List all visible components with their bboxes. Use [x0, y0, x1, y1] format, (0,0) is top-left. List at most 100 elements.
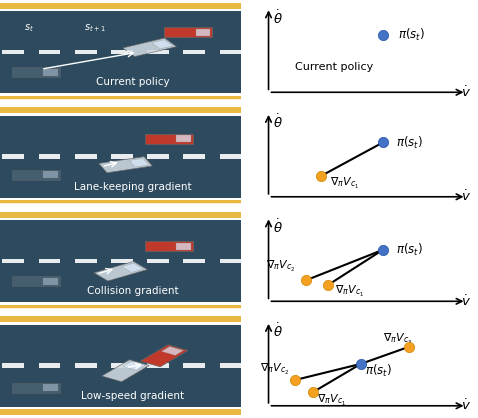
Point [317, 173, 325, 179]
Polygon shape [43, 171, 58, 178]
Polygon shape [12, 67, 60, 77]
Text: $\nabla_{\pi}V_{c_1}$: $\nabla_{\pi}V_{c_1}$ [330, 176, 359, 191]
Bar [0, 302, 241, 305]
Bar [111, 50, 133, 54]
Point [309, 389, 316, 396]
Text: $\nabla_{\pi}V_{c_2}$: $\nabla_{\pi}V_{c_2}$ [266, 260, 296, 275]
Bar [0, 107, 241, 116]
Polygon shape [122, 263, 143, 273]
Bar [39, 50, 60, 54]
Text: Collision gradient: Collision gradient [87, 286, 179, 296]
Bar [75, 50, 97, 54]
Text: $\dot{v}$: $\dot{v}$ [461, 85, 471, 99]
Point [379, 247, 387, 253]
Polygon shape [164, 28, 212, 37]
Bar [147, 50, 169, 54]
Bar [0, 212, 241, 220]
Polygon shape [99, 157, 152, 173]
Polygon shape [176, 135, 191, 142]
Polygon shape [145, 241, 193, 251]
Bar [0, 9, 241, 11]
Text: $s_{t+1}$: $s_{t+1}$ [85, 23, 106, 34]
Polygon shape [162, 347, 184, 355]
Bar [75, 363, 97, 368]
Polygon shape [196, 29, 210, 36]
Text: $\pi(s_t)$: $\pi(s_t)$ [398, 27, 425, 43]
Text: $\dot{\theta}$: $\dot{\theta}$ [273, 114, 283, 132]
Bar [184, 259, 205, 263]
Bar [0, 407, 241, 409]
Text: $\dot{v}$: $\dot{v}$ [461, 398, 471, 413]
Bar [2, 363, 24, 368]
Bar [0, 3, 241, 11]
Text: $\pi(s_t)$: $\pi(s_t)$ [396, 242, 423, 258]
Bar [0, 302, 241, 311]
Bar [184, 50, 205, 54]
Polygon shape [12, 276, 60, 286]
Text: Lane-keeping gradient: Lane-keeping gradient [74, 181, 192, 191]
Bar [147, 363, 169, 368]
Point [302, 277, 310, 284]
Polygon shape [43, 384, 58, 391]
Text: $\dot{\theta}$: $\dot{\theta}$ [273, 218, 283, 236]
Text: Current policy: Current policy [96, 77, 170, 87]
Text: Low-speed gradient: Low-speed gradient [81, 390, 185, 400]
Point [357, 360, 365, 367]
Text: Current policy: Current policy [295, 61, 374, 71]
Text: $s_t$: $s_t$ [24, 23, 34, 34]
Point [379, 139, 387, 146]
Bar [0, 198, 241, 206]
Bar [39, 259, 60, 263]
Bar [111, 154, 133, 159]
Bar [220, 50, 241, 54]
Bar [75, 259, 97, 263]
Bar [220, 259, 241, 263]
Polygon shape [43, 278, 58, 285]
Bar [0, 218, 241, 220]
Polygon shape [130, 158, 149, 167]
Text: $\pi(s_t)$: $\pi(s_t)$ [365, 362, 392, 379]
Text: $\pi(s_t)$: $\pi(s_t)$ [396, 135, 423, 150]
Text: $\dot{v}$: $\dot{v}$ [461, 189, 471, 204]
Polygon shape [152, 40, 173, 49]
Polygon shape [102, 360, 149, 382]
Bar [220, 154, 241, 159]
Bar [0, 93, 241, 96]
Text: $\dot{\theta}$: $\dot{\theta}$ [273, 9, 283, 27]
Bar [39, 154, 60, 159]
Bar [111, 259, 133, 263]
Polygon shape [123, 38, 176, 56]
Bar [147, 154, 169, 159]
Bar [39, 363, 60, 368]
Bar [220, 363, 241, 368]
Bar [0, 322, 241, 325]
Point [324, 282, 332, 288]
Point [405, 343, 413, 350]
Bar [184, 363, 205, 368]
Polygon shape [12, 170, 60, 180]
Bar [0, 198, 241, 200]
Bar [0, 93, 241, 102]
Polygon shape [43, 69, 58, 76]
Polygon shape [176, 243, 191, 250]
Polygon shape [141, 345, 188, 367]
Bar [111, 363, 133, 368]
Bar [0, 113, 241, 116]
Text: $\nabla_{\pi}V_{c_1}$: $\nabla_{\pi}V_{c_1}$ [335, 284, 364, 299]
Bar [0, 407, 241, 415]
Bar [2, 259, 24, 263]
Polygon shape [94, 261, 147, 281]
Bar [0, 316, 241, 325]
Text: $\dot{v}$: $\dot{v}$ [461, 294, 471, 308]
Bar [75, 154, 97, 159]
Bar [147, 259, 169, 263]
Text: $\dot{\theta}$: $\dot{\theta}$ [273, 323, 283, 341]
Polygon shape [12, 382, 60, 393]
Bar [2, 50, 24, 54]
Bar [2, 154, 24, 159]
Bar [184, 154, 205, 159]
Point [379, 32, 387, 38]
Polygon shape [145, 134, 193, 144]
Polygon shape [123, 362, 145, 370]
Text: $\nabla_{\pi}V_{c_3}$: $\nabla_{\pi}V_{c_3}$ [383, 331, 413, 347]
